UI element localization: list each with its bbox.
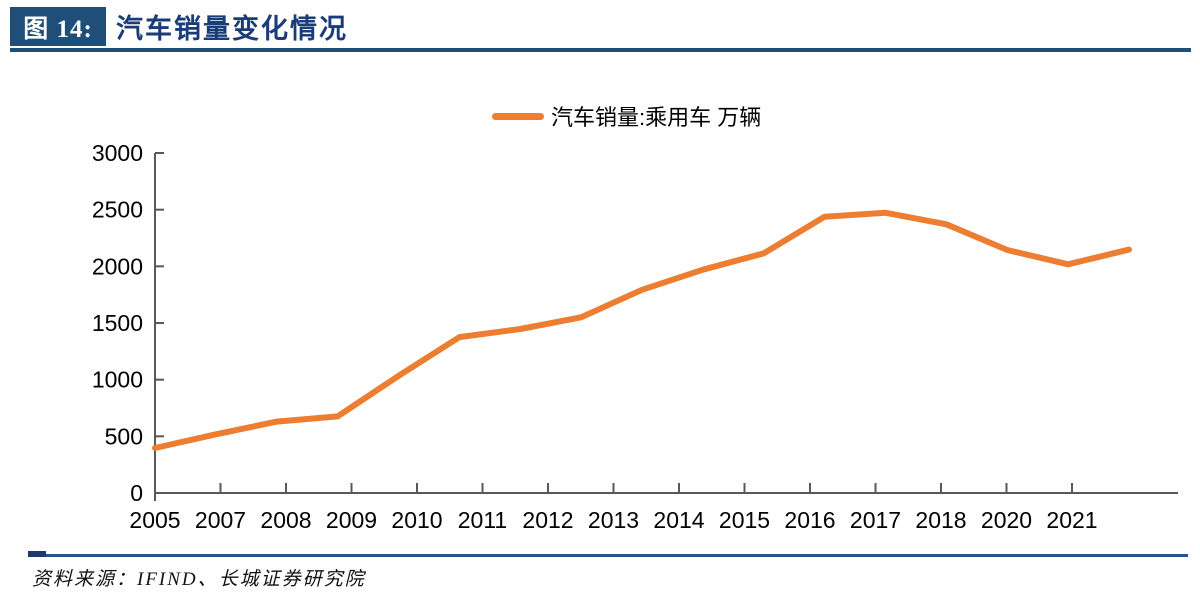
figure-title: 汽车销量变化情况 <box>116 7 348 46</box>
y-tick-label: 500 <box>105 423 143 449</box>
x-tick-label: 2009 <box>326 507 377 533</box>
source-note: 资料来源：IFIND、长城证券研究院 <box>32 569 366 590</box>
x-tick-label: 2016 <box>784 507 835 533</box>
x-tick-label: 2021 <box>1046 507 1097 533</box>
x-tick-label: 2017 <box>850 507 901 533</box>
y-tick-label: 1000 <box>92 367 143 393</box>
x-tick-label: 2012 <box>522 507 573 533</box>
x-tick-label: 2018 <box>915 507 966 533</box>
header-rule <box>10 48 1191 52</box>
x-tick-label: 2005 <box>129 507 180 533</box>
y-tick-label: 0 <box>130 480 143 506</box>
x-tick-label: 2010 <box>391 507 442 533</box>
figure-number-label: 图 14: <box>23 15 93 43</box>
x-tick-label: 2013 <box>588 507 639 533</box>
footer-rule-notch <box>28 551 46 557</box>
footer-rule <box>28 554 1188 557</box>
x-tick-label: 2007 <box>195 507 246 533</box>
x-tick-label: 2011 <box>458 507 507 533</box>
y-tick-label: 1500 <box>92 310 143 336</box>
figure-number-tag: 图 14: <box>10 7 106 46</box>
y-tick-label: 3000 <box>92 140 143 166</box>
y-tick-label: 2500 <box>92 197 143 223</box>
x-tick-label: 2015 <box>719 507 770 533</box>
y-tick-label: 2000 <box>92 253 143 279</box>
legend-line-swatch <box>492 112 544 120</box>
x-tick-label: 2008 <box>260 507 311 533</box>
x-tick-label: 2014 <box>653 507 704 533</box>
passenger-car-sales-line <box>152 209 1132 451</box>
x-tick-label: 2020 <box>981 507 1032 533</box>
chart-legend: 汽车销量:乘用车 万辆 <box>492 100 761 132</box>
legend-label: 汽车销量:乘用车 万辆 <box>551 105 762 130</box>
figure-title-text: 汽车销量变化情况 <box>116 14 348 44</box>
